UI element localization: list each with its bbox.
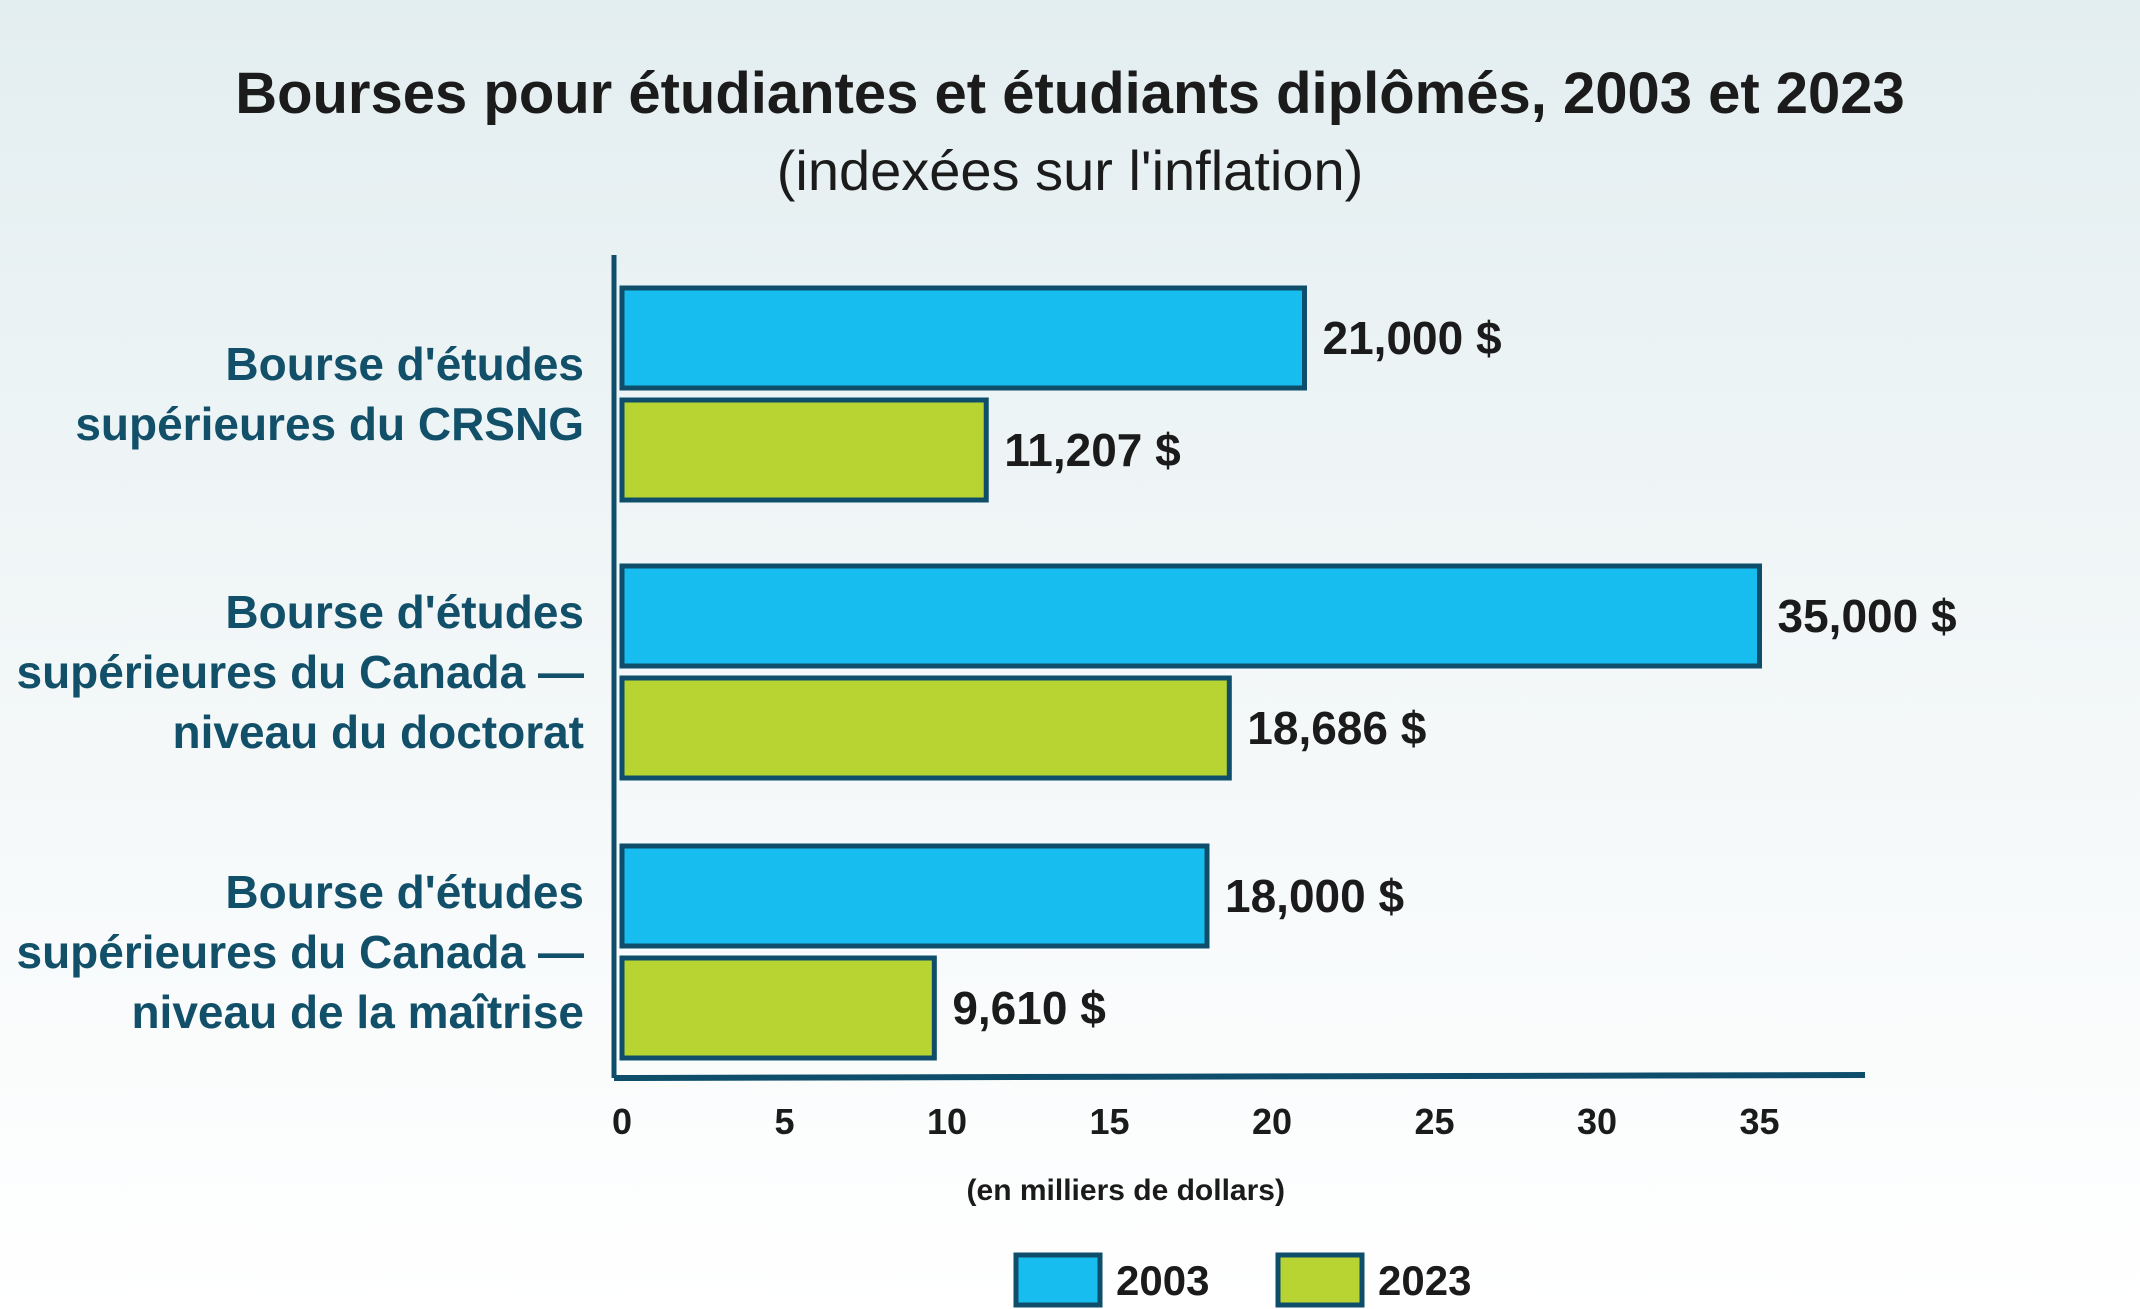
category-label-2: supérieures du Canada —: [17, 646, 585, 698]
value-label-2023-2: 18,686 $: [1247, 702, 1426, 754]
x-tick-label: 10: [927, 1101, 967, 1142]
bars-layer: [619, 285, 1762, 1061]
chart-title: Bourses pour étudiantes et étudiants dip…: [235, 61, 1905, 126]
legend-label-2023: 2023: [1378, 1257, 1471, 1304]
category-label-1: supérieures du CRSNG: [75, 398, 584, 450]
value-label-2023-3: 9,610 $: [952, 982, 1105, 1034]
category-label-1: Bourse d'études: [225, 338, 584, 390]
chart-subtitle: (indexées sur l'inflation): [776, 139, 1364, 202]
category-label-2: niveau du doctorat: [173, 706, 584, 758]
bar-2023-1: [619, 397, 989, 503]
bar-2023-2: [619, 675, 1232, 781]
bar-2023-3: [619, 955, 937, 1061]
x-axis-label: (en milliers de dollars): [967, 1174, 1285, 1207]
x-tick-label: 20: [1252, 1101, 1292, 1142]
x-tick-label: 35: [1739, 1101, 1779, 1142]
x-tick-label: 25: [1414, 1101, 1454, 1142]
legend-swatch-2023: [1275, 1252, 1365, 1308]
x-tick-label: 5: [774, 1101, 794, 1142]
category-label-2: Bourse d'études: [225, 586, 584, 638]
x-axis-line: [613, 1072, 1866, 1081]
value-label-2023-1: 11,207 $: [1004, 424, 1181, 476]
bar-2003-3: [619, 843, 1210, 949]
value-label-2003-2: 35,000 $: [1778, 590, 1957, 642]
x-tick-label: 30: [1577, 1101, 1617, 1142]
x-tick-label: 0: [612, 1101, 632, 1142]
label-layer: 21,000 $ 35,000 $ 18,000 $ 11,207 $ 18,686 $…: [17, 312, 1957, 1038]
legend: 2003 2023: [1013, 1252, 1471, 1308]
category-label-3: supérieures du Canada —: [17, 926, 585, 978]
axis-layer: 0 5 10 15 20 25 30 35 (en milliers de dollars): [611, 255, 1866, 1207]
bar-2003-1: [619, 285, 1307, 391]
bar-2003-2: [619, 563, 1762, 669]
category-label-3: Bourse d'études: [225, 866, 584, 918]
legend-label-2003: 2003: [1116, 1257, 1209, 1304]
legend-swatch-2003: [1013, 1252, 1103, 1308]
category-label-3: niveau de la maîtrise: [131, 986, 584, 1038]
value-label-2003-1: 21,000 $: [1323, 312, 1502, 364]
x-tick-label: 15: [1089, 1101, 1129, 1142]
value-label-2003-3: 18,000 $: [1225, 870, 1404, 922]
